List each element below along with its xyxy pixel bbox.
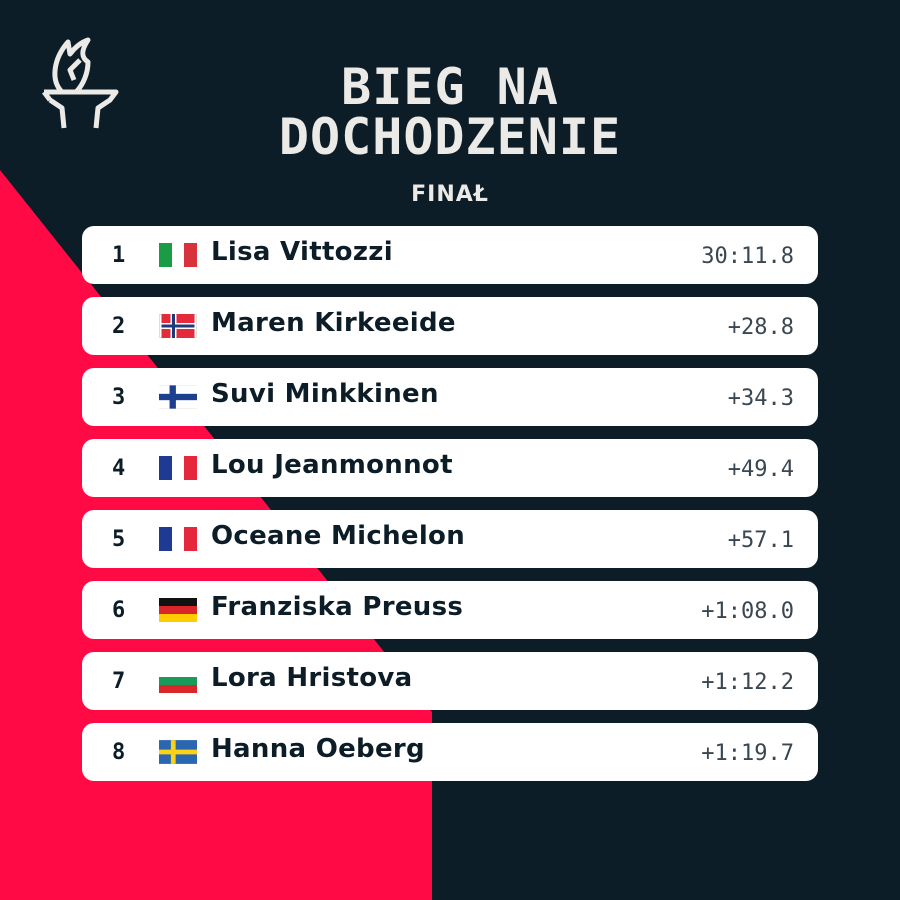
norway-flag-icon bbox=[159, 314, 197, 338]
athlete-name: Suvi Minkkinen bbox=[211, 379, 439, 409]
position: 1 bbox=[112, 242, 126, 268]
result-time: +57.1 bbox=[727, 528, 794, 553]
position: 4 bbox=[112, 455, 126, 481]
athlete-name: Hanna Oeberg bbox=[211, 734, 425, 764]
france-flag-icon bbox=[159, 527, 197, 551]
result-time: +1:12.2 bbox=[701, 670, 794, 695]
results-list: 1 Lisa Vittozzi 30:11.8 2 Maren Kirkeeide… bbox=[82, 226, 818, 794]
germany-flag-icon bbox=[159, 598, 197, 622]
france-flag-icon bbox=[159, 456, 197, 480]
result-row: 4 Lou Jeanmonnot +49.4 bbox=[82, 439, 818, 497]
athlete-name: Franziska Preuss bbox=[211, 592, 464, 622]
finland-flag-icon bbox=[159, 385, 197, 409]
bulgaria-flag-icon bbox=[159, 669, 197, 693]
result-row: 5 Oceane Michelon +57.1 bbox=[82, 510, 818, 568]
result-row: 6 Franziska Preuss +1:08.0 bbox=[82, 581, 818, 639]
result-row: 7 Lora Hristova +1:12.2 bbox=[82, 652, 818, 710]
athlete-name: Lora Hristova bbox=[211, 663, 413, 693]
result-time: +34.3 bbox=[727, 386, 794, 411]
sweden-flag-icon bbox=[159, 740, 197, 764]
page-title: BIEG NA DOCHODZENIE bbox=[0, 62, 900, 162]
title-line-1: BIEG NA bbox=[341, 58, 559, 116]
position: 7 bbox=[112, 668, 126, 694]
result-row: 2 Maren Kirkeeide +28.8 bbox=[82, 297, 818, 355]
athlete-name: Lisa Vittozzi bbox=[211, 237, 393, 267]
position: 3 bbox=[112, 384, 126, 410]
position: 5 bbox=[112, 526, 126, 552]
result-time: +1:19.7 bbox=[701, 741, 794, 766]
result-row: 3 Suvi Minkkinen +34.3 bbox=[82, 368, 818, 426]
result-row: 8 Hanna Oeberg +1:19.7 bbox=[82, 723, 818, 781]
position: 2 bbox=[112, 313, 126, 339]
position: 8 bbox=[112, 739, 126, 765]
result-time: +49.4 bbox=[727, 457, 794, 482]
result-time: +1:08.0 bbox=[701, 599, 794, 624]
athlete-name: Lou Jeanmonnot bbox=[211, 450, 453, 480]
result-time: +28.8 bbox=[727, 315, 794, 340]
italy-flag-icon bbox=[159, 243, 197, 267]
athlete-name: Maren Kirkeeide bbox=[211, 308, 456, 338]
result-row: 1 Lisa Vittozzi 30:11.8 bbox=[82, 226, 818, 284]
torch-icon bbox=[42, 37, 119, 129]
result-time: 30:11.8 bbox=[701, 244, 794, 269]
subtitle: FINAŁ bbox=[411, 182, 489, 207]
position: 6 bbox=[112, 597, 126, 623]
title-line-2: DOCHODZENIE bbox=[278, 108, 622, 166]
athlete-name: Oceane Michelon bbox=[211, 521, 466, 551]
